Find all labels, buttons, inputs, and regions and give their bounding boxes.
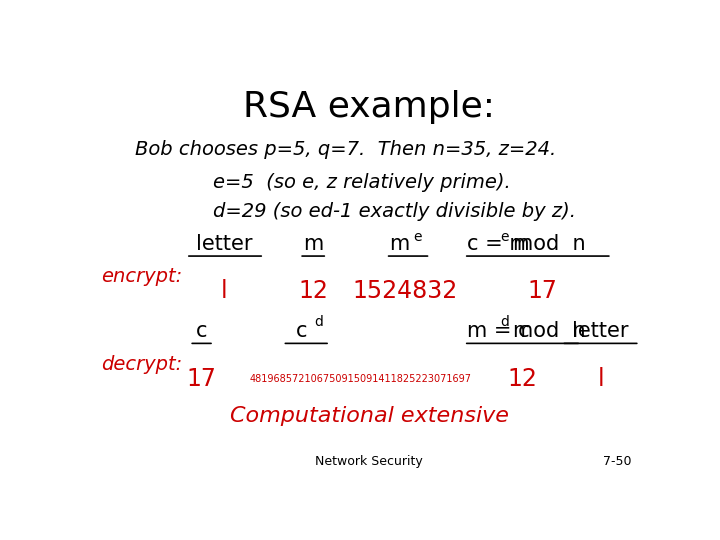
Text: decrypt:: decrypt: [101,355,182,374]
Text: letter: letter [572,321,629,341]
Text: 17: 17 [186,367,217,391]
Text: l: l [220,279,228,303]
Text: Network Security: Network Security [315,455,423,468]
Text: m = c: m = c [467,321,529,341]
Text: 481968572106750915091411825223071697: 481968572106750915091411825223071697 [250,374,472,384]
Text: c = m: c = m [467,234,529,254]
Text: 12: 12 [508,367,537,391]
Text: e=5  (so e, z relatively prime).: e=5 (so e, z relatively prime). [213,173,510,192]
Text: 7-50: 7-50 [603,455,631,468]
Text: Bob chooses p=5, q=7.  Then n=35, z=24.: Bob chooses p=5, q=7. Then n=35, z=24. [135,140,556,159]
Text: c: c [297,321,307,341]
Text: d: d [500,315,509,329]
Text: encrypt:: encrypt: [101,267,182,286]
Text: Computational extensive: Computational extensive [230,406,508,426]
Text: mod  n: mod n [513,234,585,254]
Text: mod  n: mod n [513,321,585,341]
Text: d=29 (so ed-1 exactly divisible by z).: d=29 (so ed-1 exactly divisible by z). [213,202,576,221]
Text: d: d [315,315,323,329]
Text: 17: 17 [527,279,557,303]
Text: e: e [413,230,422,244]
Text: e: e [500,230,509,244]
Text: 12: 12 [298,279,328,303]
Text: letter: letter [196,234,252,254]
Text: RSA example:: RSA example: [243,90,495,124]
Text: 1524832: 1524832 [353,279,458,303]
Text: m: m [303,234,323,254]
Text: l: l [598,367,604,391]
Text: m: m [390,234,410,254]
Text: c: c [196,321,207,341]
